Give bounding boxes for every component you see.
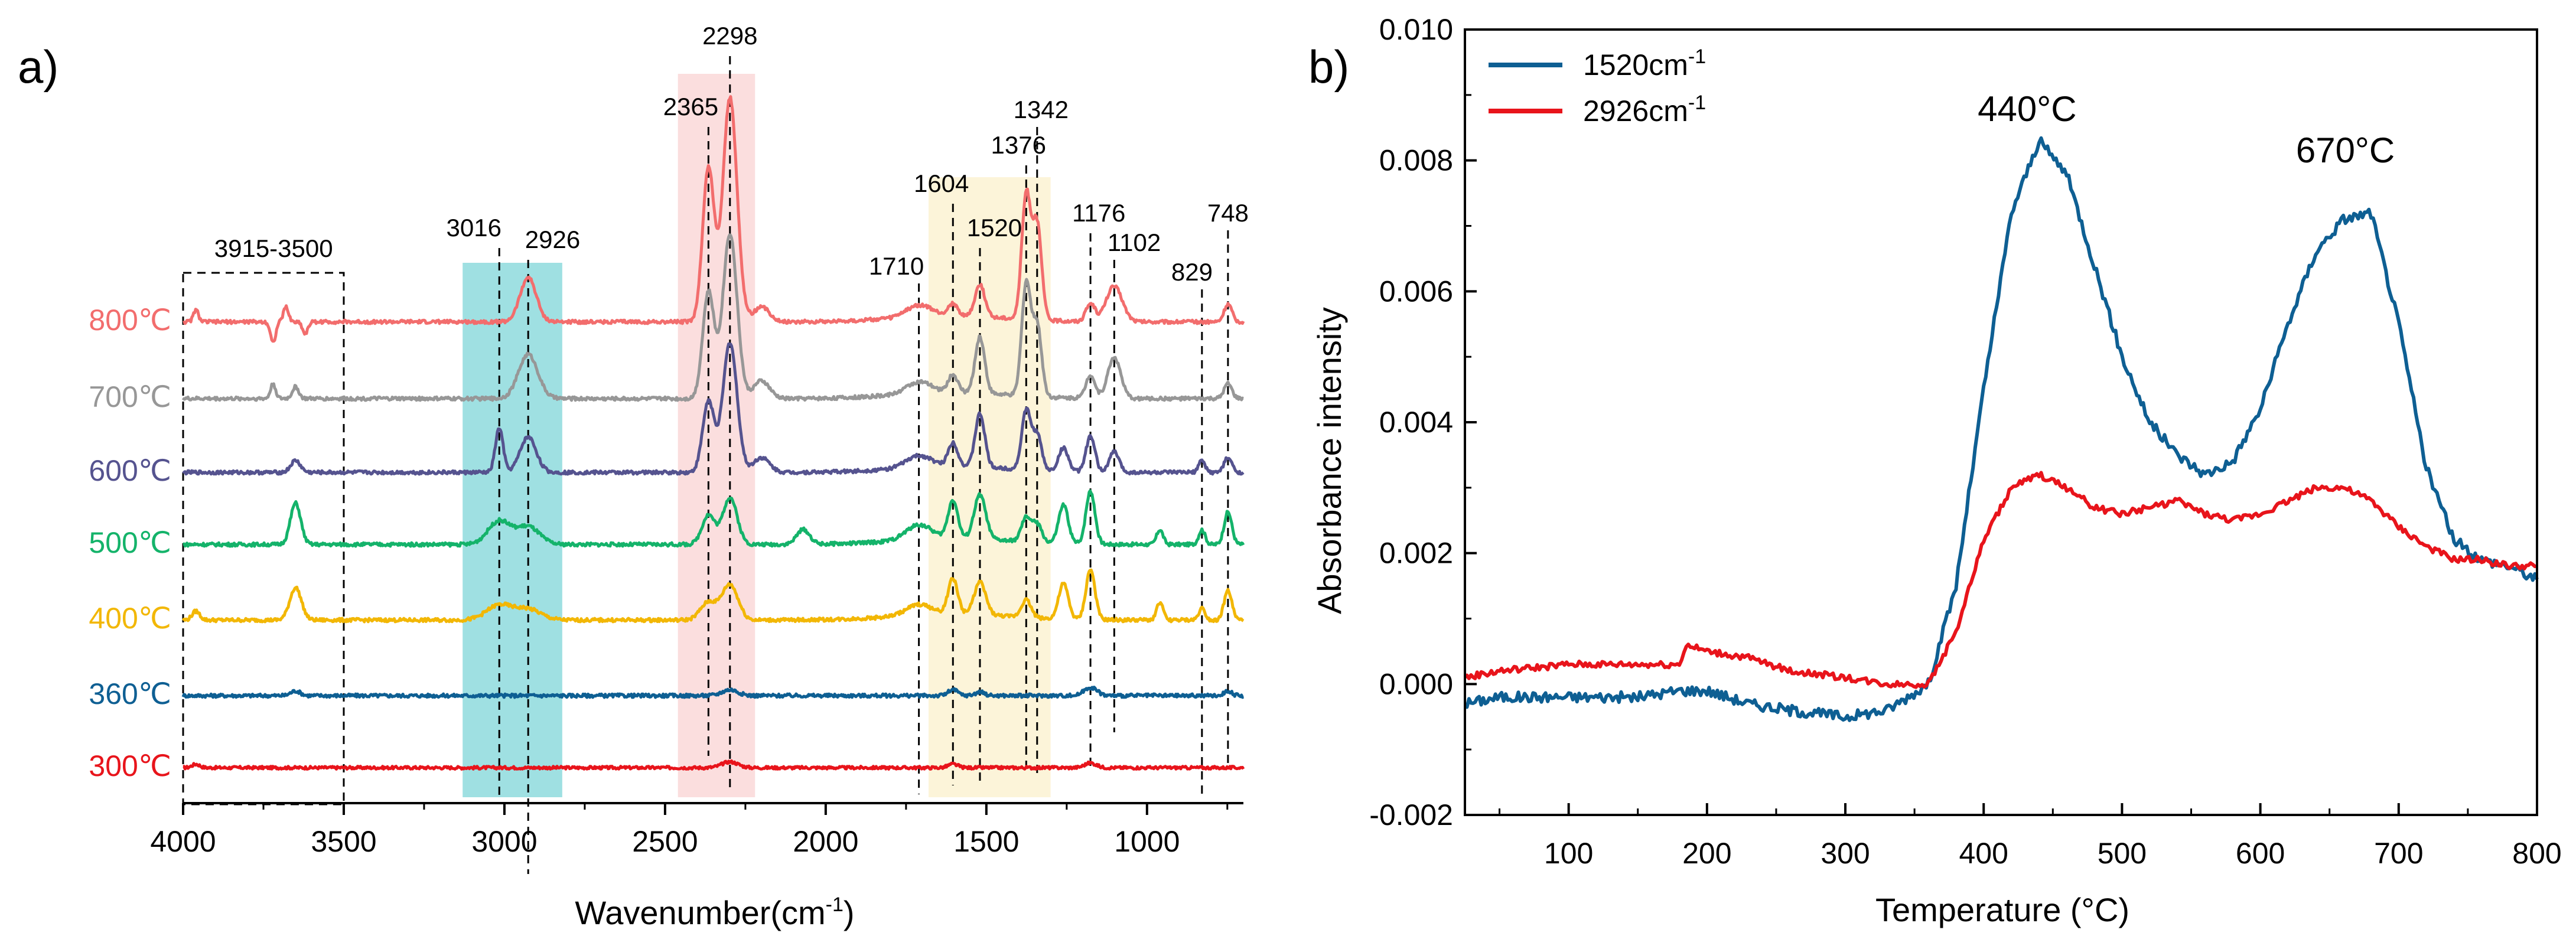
panel-b-axes: 100 200 300 400 500 600 700 800 -0.002 0.000 0.002… bbox=[1369, 13, 2562, 870]
x-tick-label-1500: 1500 bbox=[953, 825, 1019, 858]
spectrum-line-400 bbox=[181, 568, 1245, 624]
x-tick-label-3500: 3500 bbox=[311, 825, 376, 858]
temperature-label-400: 400℃ bbox=[89, 602, 171, 635]
spectrum-line-500 bbox=[183, 489, 1245, 548]
x-tick-label-4000: 4000 bbox=[150, 825, 216, 858]
spectrum-line-360 bbox=[181, 686, 1245, 699]
temperature-label-360: 360℃ bbox=[89, 677, 171, 710]
temperature-label-300: 300℃ bbox=[89, 749, 171, 782]
panel-a-label: a) bbox=[18, 41, 58, 93]
temperature-labels: 300℃ 360℃ 400℃ 500℃ 600℃ 700℃ 800℃ bbox=[89, 304, 171, 782]
spectrum-line-600 bbox=[182, 342, 1245, 476]
x-tick-label-2000: 2000 bbox=[793, 825, 858, 858]
annotation-3915-3500: 3915-3500 bbox=[214, 234, 333, 262]
panel-a-x-axis-title: Wavenumber(cm-1) bbox=[575, 893, 854, 931]
temperature-label-600: 600℃ bbox=[89, 454, 171, 487]
highlight-band-2 bbox=[678, 74, 755, 797]
panel-a: a) 300℃ 360℃ 400℃ 500℃ 600℃ 700℃ 800℃ 3915-350… bbox=[18, 22, 1249, 931]
peak-temperature-annotations: 440°C 670°C bbox=[1978, 89, 2395, 170]
annotation-829: 829 bbox=[1171, 258, 1213, 286]
annotation-2365: 2365 bbox=[663, 93, 718, 120]
x-tick-label-100: 100 bbox=[1544, 837, 1593, 870]
y-tick-label-0-008: 0.008 bbox=[1379, 144, 1453, 177]
x-tick-label-600: 600 bbox=[2236, 837, 2285, 870]
x-tick-label-400: 400 bbox=[1959, 837, 2008, 870]
x-tick-label-300: 300 bbox=[1821, 837, 1870, 870]
x-tick-label-3000: 3000 bbox=[471, 825, 537, 858]
dashed-region-box bbox=[182, 272, 345, 805]
y-tick-label-0-006: 0.006 bbox=[1379, 275, 1453, 308]
annotation-748: 748 bbox=[1207, 199, 1249, 227]
panel-b-y-axis-title: Absorbance intensity bbox=[1311, 307, 1348, 614]
legend-label-2926cm-1: 2926cm-1 bbox=[1583, 92, 1706, 128]
annotation-2926: 2926 bbox=[525, 226, 580, 253]
x-tick-label-800: 800 bbox=[2512, 837, 2561, 870]
annotation-1604: 1604 bbox=[914, 169, 969, 197]
series-line-2926cm-1 bbox=[1463, 471, 2538, 689]
legend-label-1520cm-1: 1520cm-1 bbox=[1583, 45, 1706, 81]
x-tick-label-200: 200 bbox=[1682, 837, 1731, 870]
temperature-label-800: 800℃ bbox=[89, 304, 171, 337]
annotation-2298: 2298 bbox=[702, 22, 757, 50]
dashed-box-1 bbox=[182, 272, 345, 805]
annotation-1710: 1710 bbox=[869, 252, 924, 280]
panel-b: b) 100 200 300 400 500 600 700 800 -0.002 0.000 0.… bbox=[1308, 13, 2562, 928]
annotation-1102: 1102 bbox=[1108, 229, 1161, 256]
series-line-1520cm-1 bbox=[1464, 136, 2539, 722]
annotation-1176: 1176 bbox=[1072, 199, 1125, 227]
x-tick-label-1000: 1000 bbox=[1114, 825, 1180, 858]
spectrum-line-800 bbox=[183, 95, 1245, 343]
annotation-1342: 1342 bbox=[1014, 96, 1069, 123]
temperature-label-700: 700℃ bbox=[89, 380, 171, 413]
x-tick-label-700: 700 bbox=[2374, 837, 2423, 870]
panel-b-x-axis-title: Temperature (°C) bbox=[1875, 891, 2129, 928]
annotation-440-c: 440°C bbox=[1978, 89, 2076, 129]
legend: 1520cm-1 2926cm-1 bbox=[1489, 45, 1706, 128]
annotation-670-c: 670°C bbox=[2296, 131, 2395, 170]
spectrum-line-300 bbox=[183, 759, 1245, 771]
y-tick-label-0-010: 0.010 bbox=[1379, 13, 1453, 46]
y-tick-label-0-000: 0.000 bbox=[1379, 667, 1453, 700]
peak-guide-lines bbox=[498, 56, 1229, 874]
annotation-3016: 3016 bbox=[447, 214, 501, 242]
temperature-label-500: 500℃ bbox=[89, 526, 171, 559]
x-tick-label-2500: 2500 bbox=[632, 825, 698, 858]
annotation-1376: 1376 bbox=[991, 131, 1046, 159]
y-tick-label-0-002: 0.002 bbox=[1379, 537, 1453, 570]
highlight-band-1 bbox=[463, 263, 562, 797]
highlight-band-3 bbox=[928, 177, 1051, 797]
y-tick-label-0-004: 0.004 bbox=[1379, 406, 1453, 439]
peak-annotations: 3915-3500 3016 2926 2365 2298 1710 1604 1520 137… bbox=[214, 22, 1249, 286]
spectra-series bbox=[181, 95, 1245, 771]
spectrum-line-700 bbox=[181, 233, 1244, 402]
y-tick-label-0-002: -0.002 bbox=[1369, 798, 1453, 831]
intensity-series bbox=[1463, 136, 2539, 722]
annotation-1520: 1520 bbox=[967, 214, 1022, 242]
panel-b-label: b) bbox=[1308, 41, 1349, 93]
panel-a-axes: 4000 3500 3000 2500 2000 1500 1000 bbox=[150, 802, 1243, 858]
x-tick-label-500: 500 bbox=[2098, 837, 2147, 870]
